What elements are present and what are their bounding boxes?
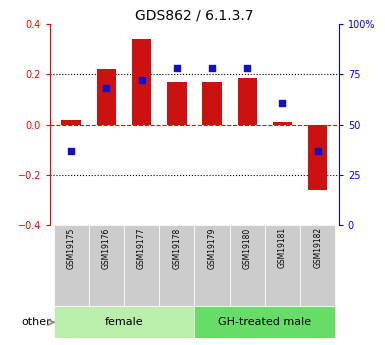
Bar	[54, 225, 89, 306]
Bar	[308, 125, 327, 190]
Point	[139, 78, 145, 83]
Text: GSM19180: GSM19180	[243, 227, 252, 269]
Point	[174, 66, 180, 71]
Text: GSM19182: GSM19182	[313, 227, 322, 268]
Bar	[97, 69, 116, 125]
Point	[209, 66, 215, 71]
Bar	[273, 122, 292, 125]
Bar	[62, 120, 81, 125]
Point	[244, 66, 250, 71]
Text: GH-treated male: GH-treated male	[218, 317, 311, 327]
Bar	[159, 225, 194, 306]
Bar	[194, 306, 335, 338]
Text: other: other	[21, 317, 51, 327]
Bar	[132, 39, 151, 125]
Bar	[54, 306, 194, 338]
Bar	[265, 225, 300, 306]
Bar	[300, 225, 335, 306]
Point	[68, 148, 74, 154]
Text: GSM19177: GSM19177	[137, 227, 146, 269]
Text: GSM19175: GSM19175	[67, 227, 76, 269]
Bar	[238, 78, 257, 125]
Title: GDS862 / 6.1.3.7: GDS862 / 6.1.3.7	[135, 9, 254, 23]
Text: GSM19178: GSM19178	[172, 227, 181, 269]
Text: GSM19181: GSM19181	[278, 227, 287, 268]
Text: female: female	[105, 317, 143, 327]
Point	[315, 148, 321, 154]
Text: GSM19176: GSM19176	[102, 227, 111, 269]
Bar	[167, 82, 186, 125]
Point	[103, 86, 109, 91]
Bar	[89, 225, 124, 306]
Bar	[194, 225, 229, 306]
Bar	[124, 225, 159, 306]
Point	[280, 100, 286, 105]
Bar	[229, 225, 265, 306]
Text: GSM19179: GSM19179	[208, 227, 216, 269]
Bar	[203, 82, 222, 125]
